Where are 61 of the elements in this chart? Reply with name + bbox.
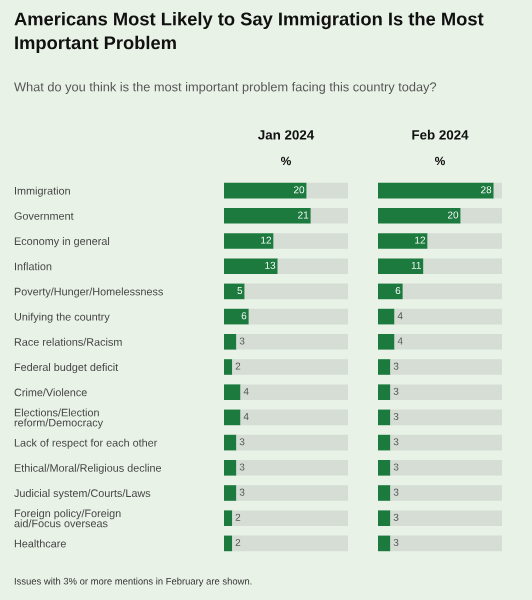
bar <box>390 510 502 527</box>
bar <box>378 283 403 300</box>
bar <box>232 535 348 552</box>
bar <box>273 233 348 249</box>
bar <box>390 359 502 375</box>
bar <box>224 459 237 476</box>
bar <box>378 308 395 325</box>
bar <box>378 434 391 451</box>
bar <box>390 485 502 501</box>
bar <box>224 333 237 350</box>
bar <box>460 207 502 224</box>
bar <box>378 510 391 527</box>
bar <box>224 182 307 199</box>
bar <box>236 333 348 350</box>
bar <box>378 233 428 249</box>
bar <box>248 308 348 325</box>
bar <box>236 434 348 451</box>
bar <box>224 233 274 249</box>
bar <box>378 258 424 275</box>
bar <box>224 485 237 501</box>
bar <box>378 182 494 199</box>
bar <box>394 308 502 325</box>
bar <box>390 535 502 552</box>
bar <box>378 207 461 224</box>
bar <box>240 409 348 426</box>
bar <box>236 459 348 476</box>
bar <box>232 359 348 375</box>
bar <box>224 258 278 275</box>
bar <box>378 485 391 501</box>
bar <box>240 384 348 401</box>
bar <box>390 384 502 401</box>
bar <box>224 308 249 325</box>
bar <box>390 459 502 476</box>
bar <box>378 359 391 375</box>
bar <box>224 434 237 451</box>
bar <box>493 182 502 199</box>
bar <box>378 535 391 552</box>
bar <box>224 207 311 224</box>
bar <box>244 283 348 300</box>
bar <box>224 409 241 426</box>
bar <box>378 333 395 350</box>
bar <box>277 258 348 275</box>
bar <box>378 409 391 426</box>
bar <box>394 333 502 350</box>
bar <box>224 510 233 527</box>
bar <box>427 233 502 249</box>
bar <box>310 207 348 224</box>
bar <box>390 434 502 451</box>
bar <box>378 459 391 476</box>
bar <box>224 283 245 300</box>
text: Americans Most Likely to Say Immigration Is the Most Important Problem <box>14 12 484 53</box>
bar <box>402 283 502 300</box>
bar <box>224 359 233 375</box>
bar <box>390 409 502 426</box>
bar <box>378 384 391 401</box>
bar <box>423 258 502 275</box>
bar <box>224 535 233 552</box>
bar <box>224 384 241 401</box>
bar <box>236 485 348 501</box>
bar <box>232 510 348 527</box>
bar <box>306 182 348 199</box>
